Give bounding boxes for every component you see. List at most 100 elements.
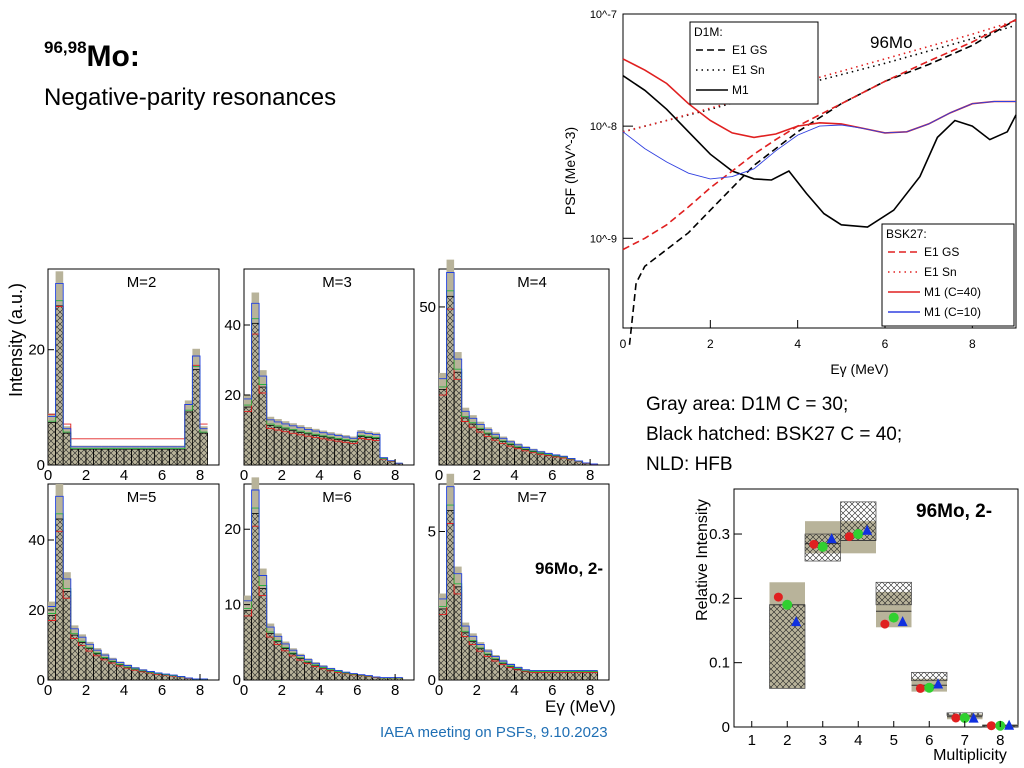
psf-legend-entry: E1 Sn xyxy=(924,265,957,279)
spectrum-blue-histogram xyxy=(439,272,598,465)
spectrum-hatched-bin xyxy=(446,510,455,681)
spectrum-hatched-bin xyxy=(349,441,358,466)
mult-point-blue xyxy=(826,533,837,544)
spectrum-x-tick-label: 8 xyxy=(391,467,399,484)
spectrum-x-tick-label: 0 xyxy=(240,467,248,484)
spectrum-hatched-bin xyxy=(506,444,515,466)
spectra-y-label: Intensity (a.u.) xyxy=(6,283,26,397)
mult-x-tick-label: 2 xyxy=(783,732,791,749)
spectrum-hatched-bin xyxy=(483,433,493,466)
spectrum-hatched-bin xyxy=(319,436,328,466)
spectrum-hatched-bin xyxy=(153,448,163,466)
mult-y-label: Relative Intensity xyxy=(694,499,711,621)
spectrum-panel-label: M=3 xyxy=(322,274,352,291)
spectrum-hatched-bin xyxy=(544,671,553,681)
mult-point-green xyxy=(959,712,970,723)
spectrum-hatched-bin xyxy=(169,448,178,466)
spectrum-hatched-bin xyxy=(100,448,110,466)
spectrum-green-histogram xyxy=(48,300,208,450)
spectrum-hatched-bin xyxy=(176,448,186,466)
spectrum-hatched-bin xyxy=(100,657,110,681)
spectrum-hatched-bin xyxy=(93,653,102,681)
mult-y-tick-label: 0.3 xyxy=(709,526,730,543)
spectrum-hatched-bin xyxy=(326,669,336,681)
spectrum-hatched-bin xyxy=(529,671,538,681)
spectrum-hatched-bin xyxy=(243,406,252,466)
mult-point-blue xyxy=(791,616,802,627)
spectrum-x-tick-label: 0 xyxy=(435,467,443,484)
spectrum-hatched-bin xyxy=(341,440,351,466)
spectrum-hatched-bin xyxy=(536,452,546,466)
spectrum-red-histogram xyxy=(244,333,403,464)
spectrum-hatched-bin xyxy=(567,671,576,681)
mult-point-red xyxy=(915,683,925,693)
spectrum-hatched-bin xyxy=(468,641,478,681)
notes: Gray area: D1M C = 30; Black hatched: BS… xyxy=(646,390,902,480)
spectrum-hatched-bin xyxy=(582,671,591,681)
spectrum-hatched-bin xyxy=(483,654,493,681)
spectrum-hatched-bin xyxy=(491,437,500,466)
mult-point-green xyxy=(924,682,935,693)
spectrum-y-tick-label: 40 xyxy=(28,532,45,549)
psf-series-line xyxy=(628,18,1017,345)
spectra-title: 96Mo, 2- xyxy=(535,559,603,578)
spectrum-x-tick-label: 2 xyxy=(82,682,90,699)
psf-x-tick-label: 0 xyxy=(620,337,627,351)
spectrum-hatched-bin xyxy=(55,305,64,466)
spectrum-x-tick-label: 6 xyxy=(353,682,361,699)
spectrum-x-tick-label: 8 xyxy=(586,682,594,699)
psf-frame xyxy=(622,13,1017,329)
mult-x-tick-label: 7 xyxy=(961,732,969,749)
spectrum-y-tick-label: 0 xyxy=(428,672,436,689)
spectrum-hatched-bin xyxy=(476,429,485,466)
spectrum-hatched-bin xyxy=(529,451,538,466)
spectrum-x-tick-label: 2 xyxy=(82,467,90,484)
spectrum-x-tick-label: 8 xyxy=(196,467,204,484)
spectrum-hatched-bin xyxy=(356,435,366,466)
psf-title: 96Mo xyxy=(870,33,913,52)
spectrum-x-tick-label: 4 xyxy=(120,467,128,484)
spectrum-hatched-bin xyxy=(304,433,313,466)
spectrum-hatched-bin xyxy=(123,448,132,466)
spectrum-y-tick-label: 10 xyxy=(224,597,241,614)
spectrum-hatched-bin xyxy=(296,658,305,681)
mult-point-blue xyxy=(968,712,979,723)
psf-series-line xyxy=(622,75,1017,228)
spectrum-y-tick-label: 20 xyxy=(28,602,45,619)
mult-point-red xyxy=(809,539,819,549)
psf-x-tick-label: 4 xyxy=(794,337,801,351)
psf-legend-entry: E1 GS xyxy=(732,43,767,57)
spectrum-panel-label: M=4 xyxy=(517,274,547,291)
spectrum-x-tick-label: 2 xyxy=(473,682,481,699)
spectrum-x-tick-label: 0 xyxy=(44,682,52,699)
spectrum-x-tick-label: 8 xyxy=(391,682,399,699)
spectrum-hatched-bin xyxy=(476,648,485,681)
mult-y-tick-label: 0.1 xyxy=(709,655,730,672)
spectrum-green-histogram xyxy=(439,290,598,465)
spectrum-hatched-bin xyxy=(288,430,298,466)
spectrum-hatched-bin xyxy=(461,632,470,681)
spectrum-hatched-bin xyxy=(574,671,583,681)
spectrum-x-tick-label: 6 xyxy=(158,467,166,484)
spectrum-panel-label: M=7 xyxy=(517,489,547,506)
spectrum-hatched-bin xyxy=(85,448,94,466)
spectrum-x-tick-label: 2 xyxy=(473,467,481,484)
spectrum-x-tick-label: 4 xyxy=(315,682,323,699)
spectrum-blue-histogram xyxy=(244,489,403,679)
spectrum-hatched-bin xyxy=(85,648,94,681)
mult-x-label: Multiplicity xyxy=(933,747,1007,764)
spectrum-hatched-bin xyxy=(116,664,125,681)
spectrum-y-tick-label: 20 xyxy=(224,521,241,538)
spectrum-blue-histogram xyxy=(439,486,598,672)
spectrum-hatched-bin xyxy=(281,648,290,681)
spectrum-hatched-bin xyxy=(521,670,531,681)
psf-legend-entry: M1 xyxy=(732,83,749,97)
spectrum-hatched-bin xyxy=(78,642,87,681)
spectrum-hatched-bin xyxy=(243,610,252,681)
mult-point-green xyxy=(782,599,793,610)
spectrum-hatched-bin xyxy=(364,436,373,466)
spectrum-hatched-bin xyxy=(184,411,193,466)
spectrum-hatched-bin xyxy=(506,666,515,681)
spectrum-hatched-bin xyxy=(551,455,561,466)
